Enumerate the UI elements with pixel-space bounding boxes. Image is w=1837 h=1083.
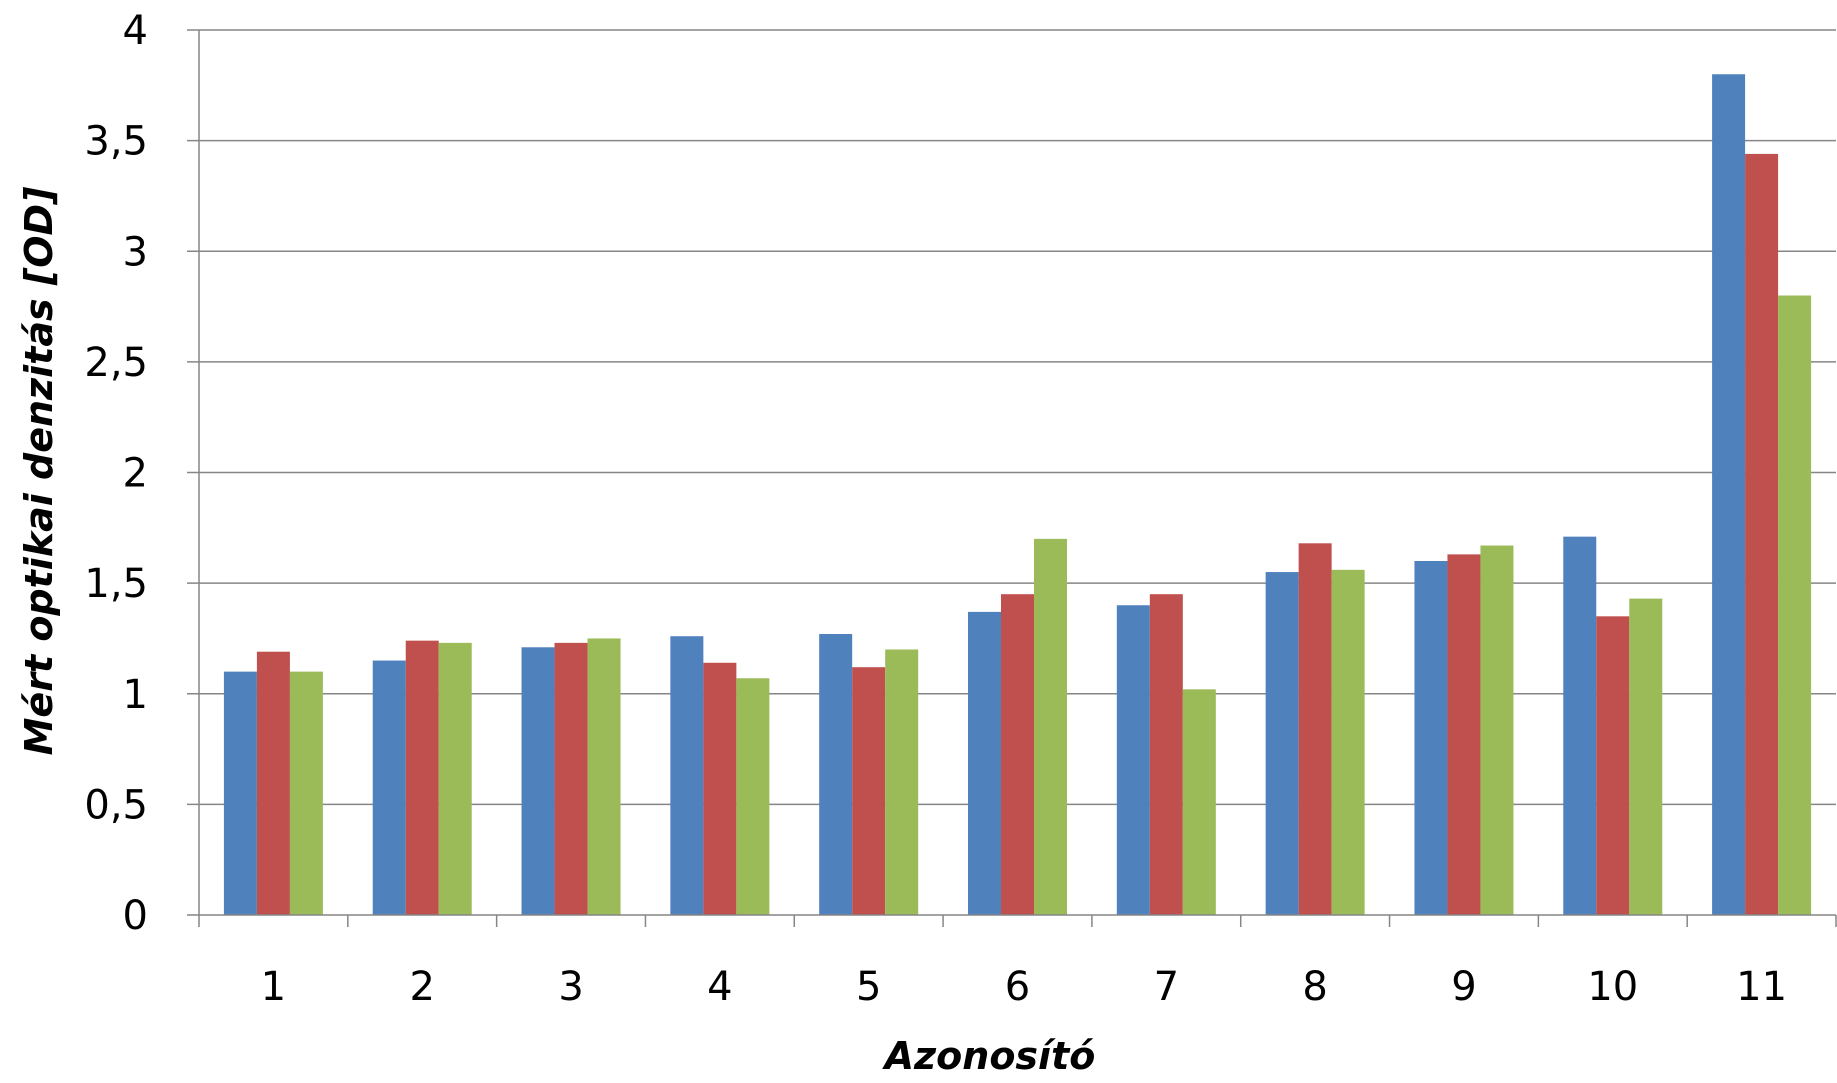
y-tick-label: 1	[123, 672, 148, 718]
bar-series-3-cat-2	[438, 642, 472, 915]
x-tick-label: 8	[1302, 964, 1327, 1010]
y-tick-label: 1,5	[84, 561, 148, 607]
bar-series-3-cat-6	[1034, 538, 1067, 915]
x-tick-label: 1	[261, 964, 286, 1010]
bar-series-2-cat-1	[256, 651, 290, 915]
y-tick-label: 4	[123, 8, 148, 54]
bar-series-3-cat-1	[289, 671, 323, 915]
x-tick-labels: 1 2 3 4 5 6 7 8 9 10 11	[261, 964, 1787, 1010]
x-tick-label: 6	[1005, 964, 1030, 1010]
bar-series-2-cat-10	[1596, 616, 1630, 915]
bar-series-3-cat-4	[736, 678, 770, 915]
x-tick-label: 4	[707, 964, 732, 1010]
x-tick-label: 10	[1587, 964, 1638, 1010]
axes	[187, 29, 1837, 927]
bar-series-1-cat-8	[1265, 572, 1299, 915]
bar-series-2-cat-6	[1001, 594, 1034, 915]
gridlines	[199, 29, 1836, 806]
bar-series-2-cat-5	[852, 667, 886, 915]
bar-series-1-cat-1	[223, 671, 257, 915]
bar-series-1-cat-11	[1712, 74, 1746, 915]
bar-series-3-cat-9	[1480, 545, 1514, 915]
bar-series-1-cat-6	[968, 611, 1001, 915]
bar-series-1-cat-9	[1414, 561, 1448, 915]
y-axis-title: Mért optikai denzitás [OD]	[17, 186, 61, 755]
bar-series-2-cat-11	[1745, 153, 1779, 915]
bar-series-1-cat-3	[521, 647, 555, 915]
x-tick-label: 2	[410, 964, 435, 1010]
y-tick-label: 0,5	[84, 782, 148, 828]
x-tick-label: 7	[1154, 964, 1179, 1010]
x-tick-label: 5	[856, 964, 881, 1010]
y-tick-label: 2	[123, 451, 148, 497]
bar-series-2-cat-3	[554, 642, 588, 915]
bar-series-2-cat-8	[1298, 543, 1332, 915]
y-tick-label: 2,5	[84, 340, 148, 386]
y-tick-label: 3,5	[84, 119, 148, 165]
bars	[223, 74, 1812, 915]
bar-series-2-cat-9	[1447, 554, 1481, 915]
y-tick-label: 3	[123, 229, 148, 275]
bar-series-2-cat-4	[703, 662, 737, 915]
bar-series-3-cat-11	[1778, 295, 1812, 915]
bar-series-3-cat-5	[885, 649, 919, 915]
bar-series-1-cat-5	[819, 634, 853, 915]
y-tick-label: 0	[123, 893, 148, 939]
y-tick-labels: 0 0,5 1 1,5 2 2,5 3 3,5 4	[84, 8, 148, 939]
bar-series-1-cat-7	[1116, 605, 1150, 915]
bar-series-3-cat-8	[1331, 569, 1365, 915]
bar-series-3-cat-7	[1182, 689, 1216, 915]
bar-series-1-cat-4	[670, 636, 704, 915]
x-tick-label: 11	[1736, 964, 1787, 1010]
x-tick-label: 9	[1451, 964, 1476, 1010]
bar-series-2-cat-2	[405, 640, 439, 915]
x-axis-title: Azonosító	[882, 1034, 1096, 1078]
bar-series-1-cat-2	[372, 660, 406, 915]
bar-series-1-cat-10	[1563, 536, 1597, 915]
bar-series-3-cat-10	[1629, 598, 1663, 915]
bar-series-3-cat-3	[587, 638, 621, 915]
bar-series-2-cat-7	[1149, 594, 1183, 915]
x-tick-label: 3	[558, 964, 583, 1010]
